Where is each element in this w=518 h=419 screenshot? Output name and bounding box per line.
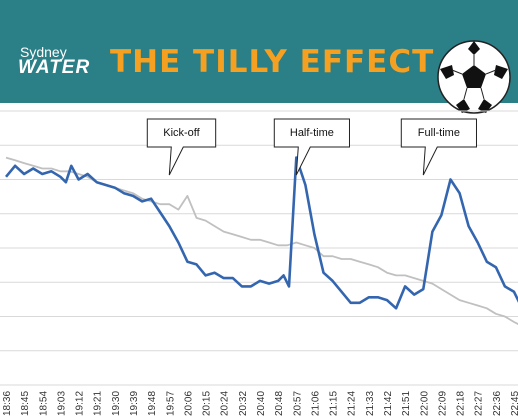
series-line-1 bbox=[5, 156, 518, 326]
x-tick-label: 19:57 bbox=[165, 391, 176, 416]
series-group bbox=[4, 156, 518, 326]
header-banner: Sydney WATER THE TILLY EFFECT bbox=[0, 0, 518, 103]
x-tick-label: 21:33 bbox=[365, 391, 376, 416]
x-tick-label: 22:45 bbox=[510, 391, 518, 416]
x-tick-label: 19:21 bbox=[93, 391, 104, 416]
x-tick-label: 20:24 bbox=[220, 391, 231, 416]
grid bbox=[0, 110, 518, 386]
x-tick-label: 22:09 bbox=[437, 391, 448, 416]
x-tick-label: 21:24 bbox=[347, 391, 358, 416]
x-tick-label: 20:57 bbox=[292, 391, 303, 416]
line-chart: Kick-off Half-time Full-time 18:36 18:45 18:… bbox=[0, 110, 518, 416]
x-tick-label: 20:15 bbox=[202, 391, 213, 416]
x-tick-label: 19:12 bbox=[75, 391, 86, 416]
x-tick-label: 20:48 bbox=[274, 391, 285, 416]
soccer-ball-icon bbox=[437, 40, 511, 114]
brand-water: WATER bbox=[18, 57, 91, 78]
x-tick-label: 21:15 bbox=[329, 391, 340, 416]
annotation-callout: Half-time bbox=[273, 118, 350, 176]
x-tick-label: 22:00 bbox=[419, 391, 430, 416]
x-tick-label: 20:40 bbox=[256, 391, 267, 416]
x-tick-label: 19:48 bbox=[147, 391, 158, 416]
x-tick-label: 21:42 bbox=[383, 391, 394, 416]
x-tick-label: 19:03 bbox=[56, 391, 67, 416]
annotation-label: Full-time bbox=[418, 127, 460, 139]
annotations-group: Kick-off Half-time Full-time bbox=[146, 118, 477, 176]
annotation-box bbox=[146, 118, 217, 176]
x-tick-label: 20:32 bbox=[238, 391, 249, 416]
x-tick-label: 18:54 bbox=[38, 391, 49, 416]
x-tick-label: 22:18 bbox=[456, 391, 467, 416]
annotation-callout: Full-time bbox=[400, 118, 477, 176]
annotation-box bbox=[400, 118, 477, 176]
annotation-callout: Kick-off bbox=[146, 118, 217, 176]
x-tick-label: 18:36 bbox=[2, 391, 13, 416]
x-axis-ticks: 18:36 18:45 18:54 19:03 19:12 19:21 19:30 19:39… bbox=[2, 391, 518, 416]
annotation-label: Kick-off bbox=[163, 127, 200, 139]
x-tick-label: 19:39 bbox=[129, 391, 140, 416]
x-tick-label: 22:36 bbox=[492, 391, 503, 416]
x-tick-label: 21:51 bbox=[401, 391, 412, 416]
x-tick-label: 18:45 bbox=[20, 391, 31, 416]
annotation-box bbox=[273, 118, 350, 176]
x-tick-label: 22:27 bbox=[474, 391, 485, 416]
x-tick-label: 19:30 bbox=[111, 391, 122, 416]
headline: THE TILLY EFFECT bbox=[110, 44, 435, 80]
x-tick-label: 20:06 bbox=[183, 391, 194, 416]
x-tick-label: 21:06 bbox=[310, 391, 321, 416]
annotation-label: Half-time bbox=[290, 127, 334, 139]
series-line-0 bbox=[4, 156, 518, 310]
brand-sydney: Sydney bbox=[20, 44, 67, 60]
